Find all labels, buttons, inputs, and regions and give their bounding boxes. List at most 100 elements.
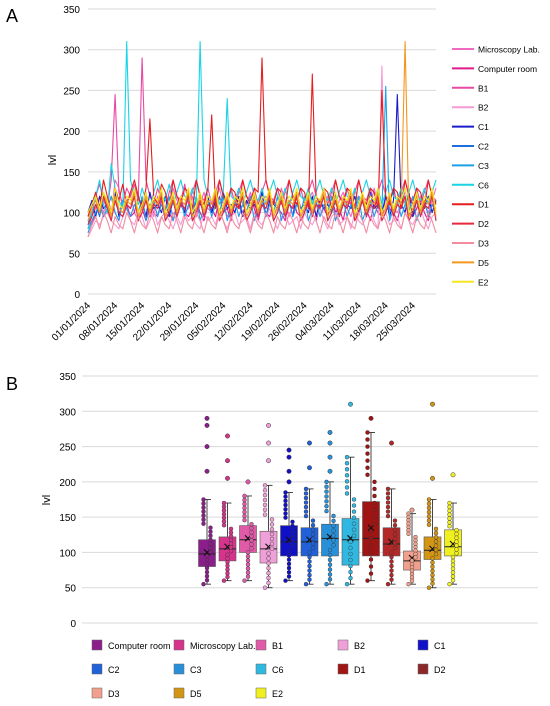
data-point-C2 xyxy=(310,541,316,546)
data-point-D2 xyxy=(392,527,398,532)
panel-b-y-tick-label: 350 xyxy=(59,372,76,383)
data-point-C6 xyxy=(344,454,350,460)
data-point-B2 xyxy=(266,561,271,566)
legend-label-Computer room: Computer room xyxy=(108,641,171,651)
data-point-D1 xyxy=(368,550,374,555)
data-point-B2 xyxy=(266,575,271,581)
data-point-D1 xyxy=(365,451,370,456)
legend-label-B2: B2 xyxy=(354,641,365,651)
data-point-B2 xyxy=(262,512,268,517)
legend-label-Microscopy Lab.: Microscopy Lab. xyxy=(190,641,256,651)
data-point-C1 xyxy=(286,574,292,579)
panel-b-legend: Computer room Microscopy Lab. B1 B2 C1 C2 C3 C6… xyxy=(91,639,446,699)
outlier-point-D3 xyxy=(409,507,415,513)
data-point-B2 xyxy=(262,492,268,498)
data-point-Microscopy Lab. xyxy=(228,545,234,550)
data-point-D5 xyxy=(433,539,439,544)
data-point-Computer room xyxy=(208,537,213,543)
data-point-Computer room xyxy=(204,561,210,567)
data-point-C6 xyxy=(348,551,353,557)
data-point-E2 xyxy=(450,578,456,583)
data-point-D2 xyxy=(392,518,398,523)
data-point-E2 xyxy=(454,547,459,552)
data-point-E2 xyxy=(454,531,459,537)
data-point-D5 xyxy=(426,505,432,511)
data-point-Microscopy Lab. xyxy=(228,537,234,543)
panel-b-y-axis-label: lvl xyxy=(41,495,53,505)
panel-a-y-tick-label: 300 xyxy=(63,46,80,57)
data-point-D5 xyxy=(433,535,439,540)
data-point-C1 xyxy=(283,511,288,516)
data-point-E2 xyxy=(450,558,456,564)
data-point-C3 xyxy=(327,547,333,553)
data-point-C6 xyxy=(344,491,350,496)
outlier-point-B2 xyxy=(266,458,271,464)
data-point-B2 xyxy=(266,556,271,561)
data-point-C6 xyxy=(344,479,350,484)
data-point-C2 xyxy=(303,486,309,492)
data-point-C6 xyxy=(344,581,350,587)
data-point-B1 xyxy=(249,534,254,539)
data-point-D5 xyxy=(430,560,435,565)
outlier-point-C1 xyxy=(286,447,292,453)
legend-label-C2: C2 xyxy=(478,142,489,152)
data-point-D5 xyxy=(426,522,432,527)
data-point-B1 xyxy=(242,501,247,507)
data-point-C2 xyxy=(307,563,312,569)
data-point-Computer room xyxy=(208,549,213,555)
data-point-D2 xyxy=(392,545,398,551)
data-point-B1 xyxy=(245,554,251,559)
data-point-C3 xyxy=(324,499,329,504)
panel-a-y-tick-label: 0 xyxy=(74,290,80,301)
data-point-C6 xyxy=(351,503,357,508)
data-point-B2 xyxy=(262,507,268,512)
data-point-B2 xyxy=(269,527,275,532)
data-point-C1 xyxy=(283,490,288,495)
data-point-C2 xyxy=(303,509,309,514)
panel-a-y-tick-label: 100 xyxy=(63,209,80,220)
data-point-C3 xyxy=(327,557,333,563)
legend-swatch-Computer room xyxy=(91,639,103,651)
data-point-E2 xyxy=(447,512,452,517)
data-point-B1 xyxy=(245,570,251,575)
data-point-D1 xyxy=(365,437,370,442)
data-point-C6 xyxy=(348,539,353,545)
data-point-C2 xyxy=(310,523,316,528)
data-point-C1 xyxy=(283,498,288,504)
outlier-point-D1 xyxy=(368,415,374,421)
panel-b-boxes xyxy=(198,401,462,590)
data-point-C1 xyxy=(286,561,292,567)
data-point-C3 xyxy=(327,567,333,572)
data-point-E2 xyxy=(454,551,459,556)
data-point-E2 xyxy=(447,520,452,525)
data-point-Computer room xyxy=(204,553,210,559)
panel-a-y-tick-label: 150 xyxy=(63,168,80,179)
data-point-B1 xyxy=(245,562,251,567)
data-point-B2 xyxy=(269,541,275,547)
legend-swatch-D2 xyxy=(417,663,429,675)
data-point-B1 xyxy=(242,493,247,499)
data-point-C3 xyxy=(324,504,329,509)
data-point-C1 xyxy=(290,536,295,541)
data-point-D2 xyxy=(385,581,391,587)
data-point-D3 xyxy=(406,581,411,587)
legend-label-B1: B1 xyxy=(478,83,489,93)
data-point-Microscopy Lab. xyxy=(221,500,227,506)
data-point-B2 xyxy=(269,536,275,542)
data-point-B1 xyxy=(245,558,251,563)
data-point-E2 xyxy=(447,581,452,587)
panel-b-y-ticks: 0 50 100 150 200 250 300 350 xyxy=(59,372,76,630)
outlier-point-Microscopy Lab. xyxy=(225,458,230,464)
data-point-Microscopy Lab. xyxy=(228,534,234,539)
data-point-Microscopy Lab. xyxy=(225,556,230,561)
data-point-D5 xyxy=(433,543,439,548)
data-point-D5 xyxy=(433,551,439,557)
data-point-C6 xyxy=(351,509,357,514)
data-point-Microscopy Lab. xyxy=(221,508,227,513)
data-point-D1 xyxy=(372,514,377,520)
data-point-D5 xyxy=(430,568,435,574)
data-point-C6 xyxy=(351,515,357,520)
data-point-Computer room xyxy=(201,501,206,506)
outlier-point-Computer room xyxy=(204,468,210,474)
panel-b-y-tick-label: 0 xyxy=(70,619,76,630)
